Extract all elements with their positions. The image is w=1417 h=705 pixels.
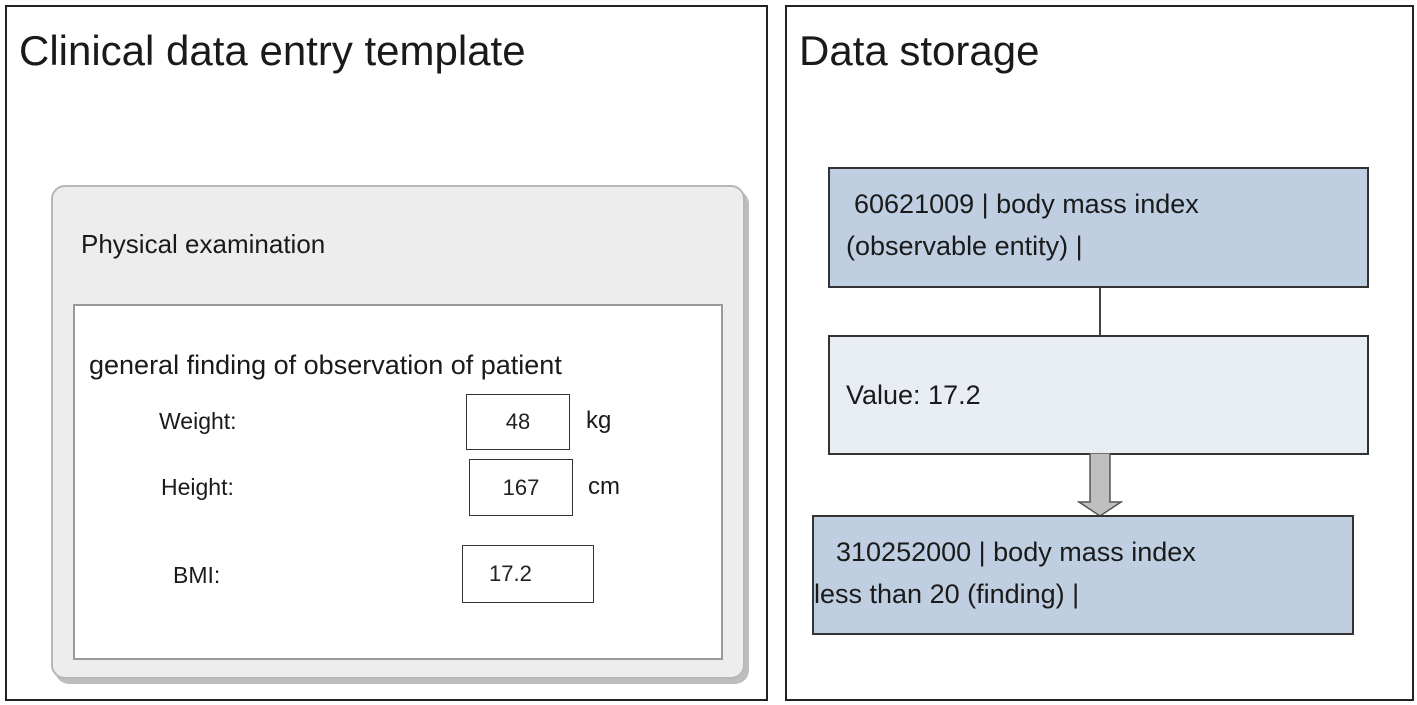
finding-concept-line-2: less than 20 (finding) |	[814, 579, 1080, 609]
finding-concept-box: 310252000 | body mass index less than 20…	[812, 515, 1354, 635]
section-title: Physical examination	[81, 229, 326, 259]
finding-group: general finding of observation of patien…	[73, 304, 723, 660]
bmi-input[interactable]: 17.2	[462, 545, 594, 603]
data-storage-panel: Data storage 60621009 | body mass index …	[785, 5, 1414, 701]
clinical-template-panel: Clinical data entry template Physical ex…	[5, 5, 768, 701]
weight-input[interactable]: 48	[466, 394, 570, 450]
weight-unit: kg	[586, 407, 612, 434]
stored-value: Value: 17.2	[846, 380, 981, 410]
weight-label: Weight:	[159, 408, 237, 434]
height-input[interactable]: 167	[469, 459, 573, 516]
value-box: Value: 17.2	[828, 335, 1369, 455]
physical-examination-section: Physical examination general finding of …	[51, 185, 745, 679]
bmi-label: BMI:	[173, 562, 221, 588]
down-arrow-icon	[1077, 453, 1123, 517]
observable-concept-box: 60621009 | body mass index (observable e…	[828, 167, 1369, 288]
concept-line-2: (observable entity) |	[846, 231, 1083, 261]
finding-title: general finding of observation of patien…	[89, 350, 562, 380]
connector-line	[1099, 288, 1101, 335]
template-panel-title: Clinical data entry template	[19, 27, 526, 74]
concept-line-1: 60621009 | body mass index	[854, 189, 1199, 219]
height-label: Height:	[161, 474, 234, 500]
height-unit: cm	[588, 473, 620, 500]
storage-panel-title: Data storage	[799, 27, 1040, 74]
finding-concept-line-1: 310252000 | body mass index	[836, 537, 1196, 567]
